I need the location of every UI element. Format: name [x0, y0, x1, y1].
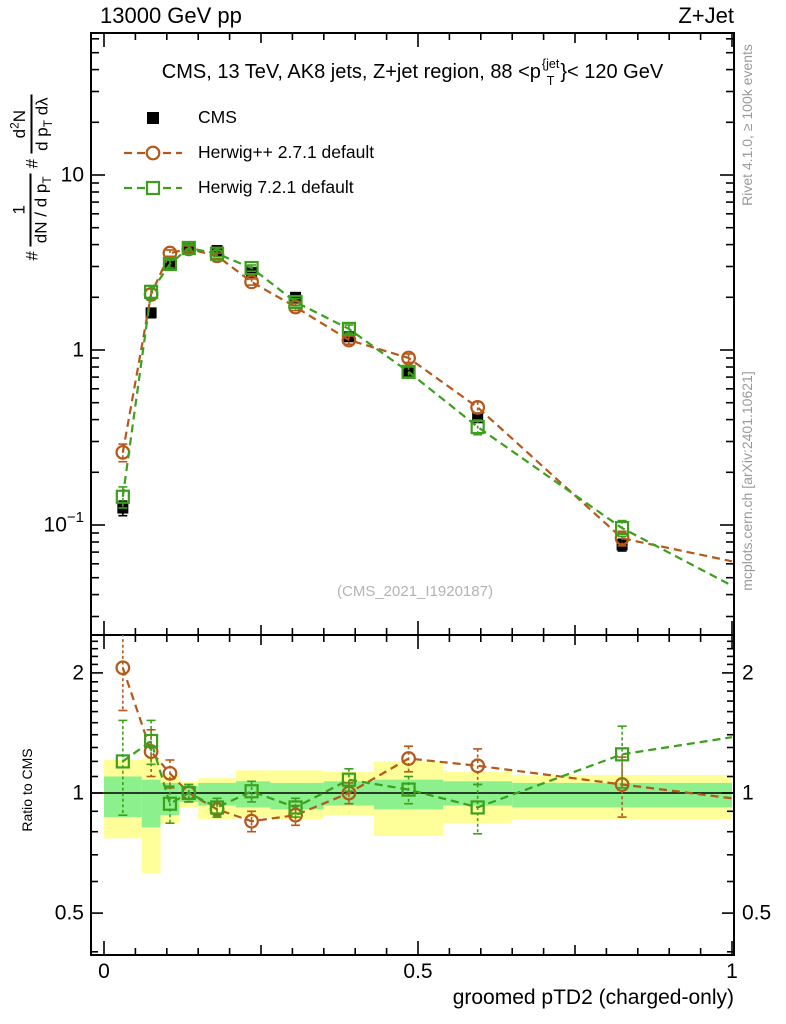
plot-title-suffix: }< 120 GeV [560, 60, 664, 83]
open-circle-dashed-line-icon [122, 142, 184, 164]
legend-label: CMS [198, 107, 237, 127]
svg-text:1: 1 [726, 960, 738, 983]
svg-text:2: 2 [742, 661, 754, 684]
x-axis-title: groomed pTD2 (charged-only) [452, 986, 734, 1009]
legend-label: Herwig++ 2.7.1 default [198, 142, 375, 162]
axis-ticks [91, 33, 734, 955]
ylabel-frac1: 1 dN / d pT [10, 173, 55, 247]
mcplots-source-note: mcplots.cern.ch [arXiv:2401.10621] [739, 371, 755, 591]
svg-text:1: 1 [742, 782, 754, 805]
ylabel-hash1: # [22, 251, 41, 261]
rivet-version-note: Rivet 4.1.0, ≥ 100k events [739, 44, 755, 206]
svg-text:0: 0 [98, 960, 110, 983]
open-square-dashed-line-icon [122, 177, 184, 199]
pt-jet-stack: {jet T [541, 57, 560, 88]
process-label: Z+Jet [678, 3, 734, 28]
legend-item-cms: CMS [122, 100, 374, 135]
svg-text:1: 1 [72, 782, 84, 805]
plot-title-sub: T [546, 73, 555, 88]
plot-title: CMS, 13 TeV, AK8 jets, Z+jet region, 88 … [95, 57, 730, 88]
filled-square-icon [122, 107, 184, 129]
svg-text:0.5: 0.5 [55, 902, 84, 925]
legend: CMS Herwig++ 2.7.1 default Herwig 7.2.1 … [122, 100, 374, 205]
svg-text:0.5: 0.5 [403, 960, 432, 983]
svg-text:10: 10 [61, 164, 84, 187]
ylabel-frac2: d2N d pT dλ [8, 94, 56, 154]
series-herwig7-ratio [115, 719, 733, 835]
plot-title-sup: {jet [541, 57, 560, 71]
analysis-id-watermark: (CMS_2021_I1920187) [337, 583, 493, 600]
ratio-axis-title: Ratio to CMS [19, 748, 35, 832]
ratio-bands [104, 758, 732, 873]
svg-text:2: 2 [72, 661, 84, 684]
beam-energy-label: 13000 GeV pp [100, 3, 242, 28]
plot-title-text: CMS, 13 TeV, AK8 jets, Z+jet region, 88 … [161, 60, 541, 83]
y-axis-title: # 1 dN / d pT # d2N d pT dλ [5, 23, 60, 333]
legend-item-herwig7: Herwig 7.2.1 default [122, 170, 374, 205]
ratio-panel-frame [90, 634, 735, 956]
ylabel-hash2: # [22, 158, 41, 169]
series-cms-main [117, 242, 628, 552]
legend-label: Herwig 7.2.1 default [198, 177, 354, 197]
svg-text:10−1: 10−1 [44, 509, 84, 537]
svg-text:0.5: 0.5 [742, 902, 771, 925]
series-herwigpp-main [115, 241, 733, 563]
legend-item-herwigpp: Herwig++ 2.7.1 default [122, 135, 374, 170]
series-herwig7-main [115, 240, 733, 587]
svg-text:1: 1 [72, 339, 84, 362]
